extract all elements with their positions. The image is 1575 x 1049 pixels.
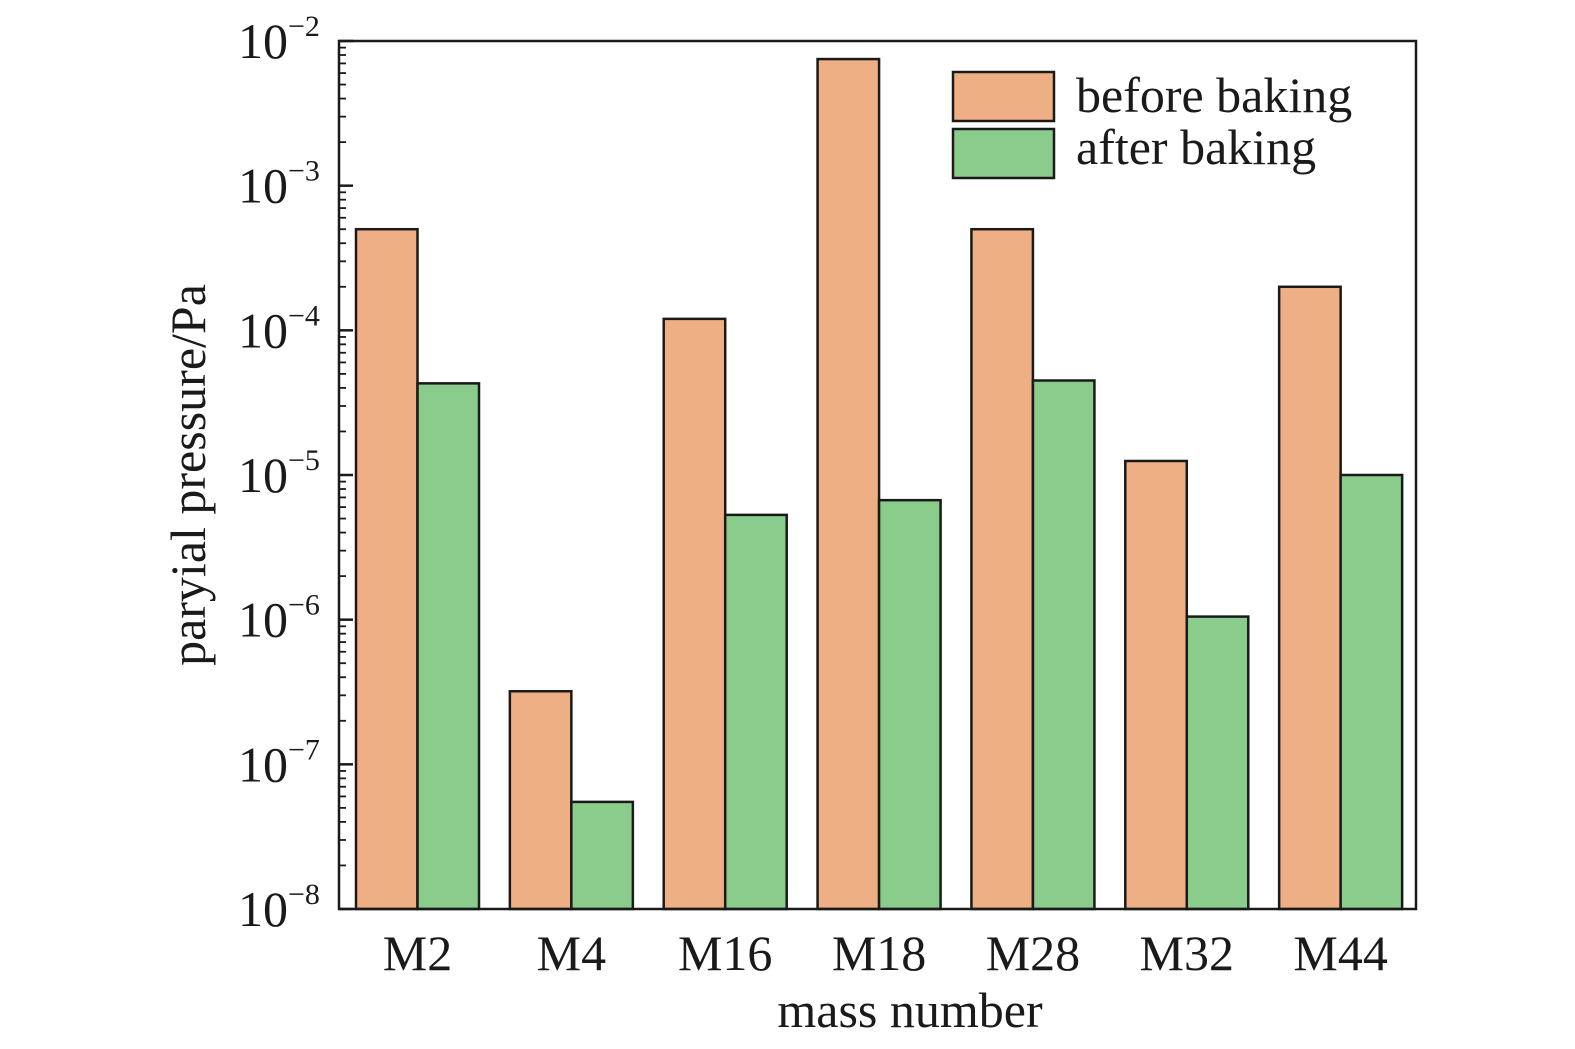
y-tick-exponent: −4 xyxy=(288,299,320,332)
y-tick-label: 10 xyxy=(238,736,288,792)
legend-label-before-baking: before baking xyxy=(1076,67,1352,123)
bar-m18-after-baking xyxy=(877,498,942,911)
y-axis-title: paryial pressure/Pa xyxy=(160,284,216,666)
bars-group xyxy=(354,57,1404,911)
y-tick-label: 10 xyxy=(238,13,288,69)
x-tick-label-m4: M4 xyxy=(537,925,606,981)
y-tick-exponent: −3 xyxy=(288,155,320,188)
x-tick-label-m28: M28 xyxy=(986,925,1080,981)
y-axis-ticks: 10−810−710−610−510−410−310−2 xyxy=(238,10,353,937)
bar-m2-before-baking xyxy=(354,227,419,911)
x-axis-tick-labels: M2 M4 M16 M18 M28 M32 M44 xyxy=(383,925,1388,981)
bar-m2-after-baking xyxy=(416,382,481,911)
x-tick-label-m32: M32 xyxy=(1140,925,1234,981)
y-tick-label: 10 xyxy=(238,592,288,648)
bar-m16-before-baking xyxy=(662,317,727,911)
bar-m32-after-baking xyxy=(1185,615,1250,911)
y-tick-label: 10 xyxy=(238,447,288,503)
legend-swatch-before-baking xyxy=(951,70,1056,123)
y-tick-exponent: −2 xyxy=(288,10,320,43)
bar-m28-after-baking xyxy=(1031,379,1096,911)
legend-swatch-after-baking xyxy=(951,127,1056,180)
x-tick-label-m16: M16 xyxy=(678,925,772,981)
x-tick-label-m2: M2 xyxy=(383,925,452,981)
bar-m44-before-baking xyxy=(1277,285,1342,911)
legend-label-after-baking: after baking xyxy=(1076,119,1316,175)
bar-m16-after-baking xyxy=(723,513,788,911)
bar-m28-before-baking xyxy=(970,227,1035,911)
plot-frame xyxy=(337,39,1418,911)
bar-m4-before-baking xyxy=(508,690,573,911)
y-tick-exponent: −6 xyxy=(288,589,320,622)
bar-m32-before-baking xyxy=(1124,459,1189,911)
x-axis-title: mass number xyxy=(777,982,1043,1038)
bar-m4-after-baking xyxy=(570,800,635,911)
bar-m18-before-baking xyxy=(816,57,881,911)
y-tick-label: 10 xyxy=(238,881,288,937)
legend: before baking after baking xyxy=(951,67,1352,180)
y-tick-exponent: −5 xyxy=(288,444,320,477)
y-tick-label: 10 xyxy=(238,158,288,214)
x-tick-label-m18: M18 xyxy=(832,925,926,981)
y-tick-exponent: −7 xyxy=(288,733,320,766)
y-tick-exponent: −8 xyxy=(288,878,320,911)
bar-m44-after-baking xyxy=(1339,473,1404,911)
y-tick-label: 10 xyxy=(238,302,288,358)
x-tick-label-m44: M44 xyxy=(1293,925,1387,981)
